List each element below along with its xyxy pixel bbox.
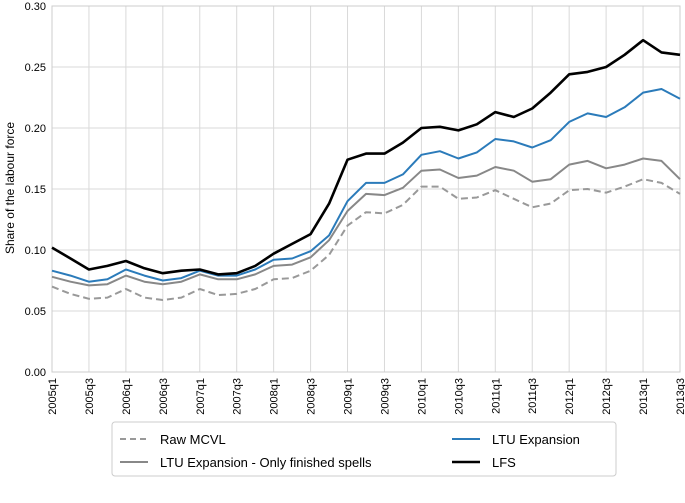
x-tick-label: 2006q3 <box>158 378 170 415</box>
y-axis-title: Share of the labour force <box>3 122 17 254</box>
x-tick-label: 2011q3 <box>527 378 539 414</box>
x-tick-label: 2005q1 <box>47 378 59 415</box>
y-tick-label: 0.25 <box>25 62 46 74</box>
x-tick-label: 2011q1 <box>490 378 502 414</box>
y-tick-label: 0.00 <box>25 367 46 379</box>
legend-label: LFS <box>492 455 516 470</box>
tick-labels: 0.00 0.05 0.10 0.15 0.20 0.25 0.30 2005q1 2005q3… <box>25 1 685 415</box>
x-tick-label: 2013q1 <box>638 378 650 415</box>
x-tick-label: 2012q1 <box>564 378 576 415</box>
x-tick-label: 2012q3 <box>601 378 613 415</box>
y-tick-label: 0.05 <box>25 306 46 318</box>
x-tick-label: 2010q1 <box>416 378 428 415</box>
y-tick-label: 0.15 <box>25 184 46 196</box>
series-line-raw-mcvl <box>51 178 681 301</box>
x-tick-label: 2005q3 <box>84 378 96 415</box>
x-tick-label: 2008q3 <box>306 378 318 415</box>
legend: Raw MCVL LTU Expansion - Only finished sp… <box>111 421 617 477</box>
plot-frame <box>51 5 681 373</box>
legend-label: LTU Expansion - Only finished spells <box>160 455 372 470</box>
x-tick-label: 2006q1 <box>121 378 133 415</box>
axes <box>51 5 681 373</box>
series-line-ltu-expansion <box>51 88 681 283</box>
x-tick-label: 2009q3 <box>379 378 391 415</box>
x-tick-label: 2009q1 <box>343 378 355 415</box>
y-tick-label: 0.10 <box>25 245 46 257</box>
x-tick-label: 2008q1 <box>269 378 281 415</box>
x-tick-label: 2007q3 <box>232 378 244 415</box>
legend-label: Raw MCVL <box>160 432 226 447</box>
series-line-ltu-expansion-only-finished-spells <box>51 157 681 287</box>
series-line-lfs <box>51 38 681 276</box>
y-tick-label: 0.20 <box>25 123 46 135</box>
x-tick-label: 2007q1 <box>195 378 207 415</box>
legend-box <box>111 421 617 477</box>
y-tick-label: 0.30 <box>25 1 46 13</box>
legend-label: LTU Expansion <box>492 432 580 447</box>
x-tick-label: 2013q3 <box>675 378 685 415</box>
series-lines <box>51 38 681 301</box>
x-tick-label: 2010q3 <box>453 378 465 415</box>
